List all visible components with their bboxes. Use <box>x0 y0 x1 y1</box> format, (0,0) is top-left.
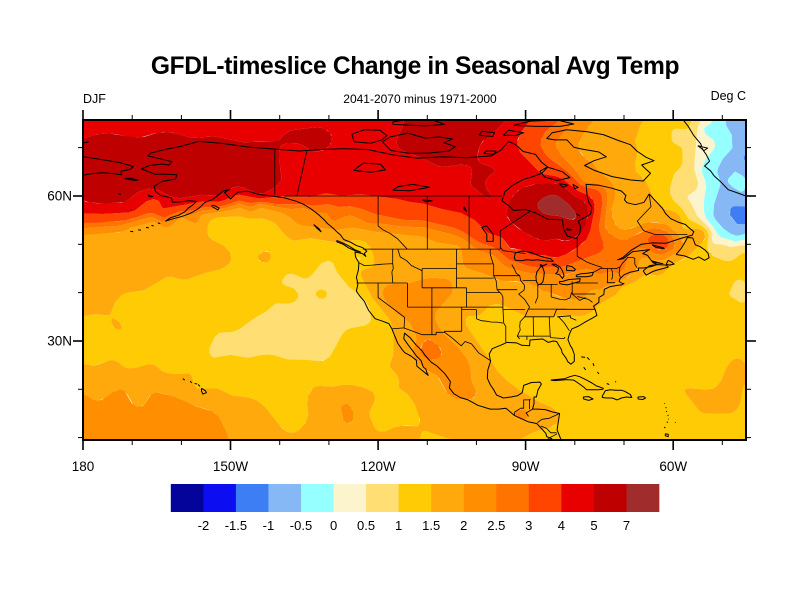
svg-text:3: 3 <box>525 518 532 533</box>
svg-text:1: 1 <box>395 518 402 533</box>
svg-text:-2: -2 <box>198 518 210 533</box>
svg-text:5: 5 <box>590 518 597 533</box>
svg-text:DJF: DJF <box>83 92 106 106</box>
svg-text:-0.5: -0.5 <box>290 518 312 533</box>
svg-text:1.5: 1.5 <box>422 518 440 533</box>
svg-text:0: 0 <box>330 518 337 533</box>
svg-text:7: 7 <box>623 518 630 533</box>
svg-text:150W: 150W <box>213 459 249 474</box>
svg-text:2.5: 2.5 <box>487 518 505 533</box>
svg-text:2041-2070 minus 1971-2000: 2041-2070 minus 1971-2000 <box>343 92 497 106</box>
svg-text:180: 180 <box>72 459 95 474</box>
svg-text:0.5: 0.5 <box>357 518 375 533</box>
svg-text:GFDL-timeslice Change in Seaso: GFDL-timeslice Change in Seasonal Avg Te… <box>151 53 680 80</box>
svg-text:-1: -1 <box>263 518 275 533</box>
svg-text:60W: 60W <box>659 459 687 474</box>
svg-text:90W: 90W <box>512 459 540 474</box>
svg-text:Deg C: Deg C <box>711 89 746 103</box>
svg-text:60N: 60N <box>47 189 72 204</box>
svg-text:2: 2 <box>460 518 467 533</box>
svg-text:-1.5: -1.5 <box>225 518 247 533</box>
svg-text:4: 4 <box>558 518 565 533</box>
svg-text:120W: 120W <box>360 459 396 474</box>
svg-text:30N: 30N <box>47 334 72 349</box>
